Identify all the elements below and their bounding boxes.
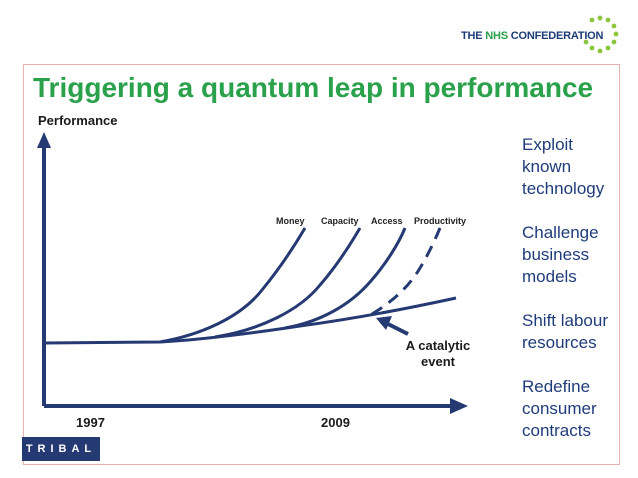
list-item: Redefine consumer contracts	[522, 376, 632, 442]
logo-prefix: THE	[461, 30, 486, 42]
catalytic-event-label: A catalytic event	[396, 338, 480, 370]
x-tick-start: 1997	[76, 415, 105, 430]
x-axis-arrow-icon	[450, 398, 468, 414]
x-tick-end: 2009	[321, 415, 350, 430]
list-item-line: technology	[522, 179, 605, 198]
curve-label-capacity: Capacity	[321, 216, 359, 226]
y-axis-arrow-icon	[37, 132, 51, 148]
logo-brand: NHS	[485, 30, 508, 42]
baseline-trend-line	[44, 296, 457, 345]
list-item-line: contracts	[522, 421, 591, 440]
curve-label-money: Money	[276, 216, 305, 226]
annotation-line-2: event	[421, 354, 455, 369]
list-item-line: Exploit	[522, 135, 574, 154]
list-item-line: resources	[522, 333, 597, 352]
list-item-line: Challenge	[522, 223, 599, 242]
logo-text: THE NHS CONFEDERATION	[461, 30, 603, 42]
capacity-curve	[214, 227, 362, 339]
slide-frame	[23, 64, 620, 465]
catalytic-arrow-head-icon	[376, 316, 392, 330]
y-axis-label: Performance	[38, 113, 118, 128]
list-item-line: known	[522, 157, 572, 176]
access-curve	[284, 227, 407, 330]
list-item: Exploit known technology	[522, 134, 632, 200]
curve-label-access: Access	[371, 216, 403, 226]
list-item-line: Redefine	[522, 377, 591, 396]
productivity-curve-dashed	[371, 227, 442, 316]
list-item-line: business	[522, 245, 590, 264]
money-curve	[159, 227, 307, 344]
curve-label-productivity: Productivity	[414, 216, 467, 226]
list-item: Shift labour resources	[522, 310, 632, 354]
nhs-confederation-logo: THE NHS CONFEDERATION	[461, 14, 621, 56]
slide-title: Triggering a quantum leap in performance	[33, 72, 594, 103]
strategy-list: Exploit known technology Challenge busin…	[522, 134, 632, 464]
list-item-line: models	[522, 267, 577, 286]
tribal-logo: TRIBAL	[22, 437, 100, 461]
dot-ring-icon	[583, 15, 619, 54]
annotation-line-1: A catalytic	[405, 338, 471, 353]
logo-suffix: CONFEDERATION	[507, 30, 604, 42]
list-item-line: Shift labour	[522, 311, 608, 330]
list-item-line: consumer	[522, 399, 597, 418]
list-item: Challenge business models	[522, 222, 632, 288]
